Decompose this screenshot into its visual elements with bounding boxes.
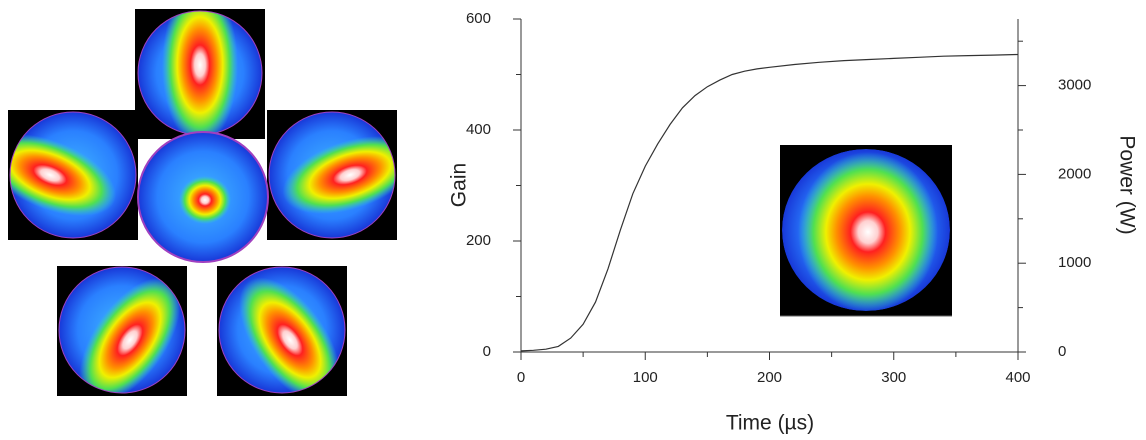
y2-tick-label: 1000 — [1058, 254, 1091, 271]
y2-tick-label: 0 — [1058, 343, 1066, 360]
x-tick-label: 300 — [881, 369, 906, 386]
gain-line — [520, 53, 1019, 352]
x-tick-label: 200 — [757, 369, 782, 386]
inset-image — [780, 145, 952, 317]
x-tick-label: 0 — [517, 369, 525, 386]
y-tick-label: 600 — [466, 10, 491, 27]
y-tick-label: 200 — [466, 232, 491, 249]
y-axis-label: Gain — [448, 163, 471, 207]
y-tick-label: 400 — [466, 121, 491, 138]
y2-axis-label: Power (W) — [1115, 135, 1138, 234]
beam-profiles — [8, 9, 397, 396]
y2-tick-label: 3000 — [1058, 77, 1091, 94]
x-tick-label: 400 — [1005, 369, 1030, 386]
x-tick-label: 100 — [633, 369, 658, 386]
x-axis-label: Time (µs) — [726, 412, 814, 435]
y-tick-label: 0 — [483, 343, 491, 360]
y2-tick-label: 2000 — [1058, 165, 1091, 182]
